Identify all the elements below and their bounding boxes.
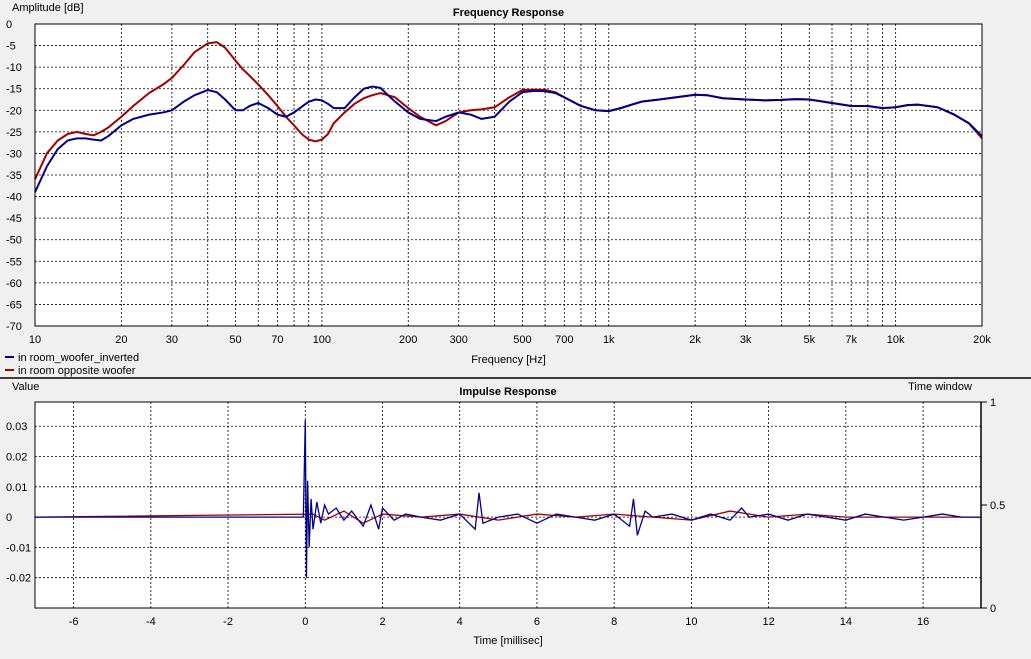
time-window-tick-label: 0: [990, 603, 996, 615]
frequency-xtick-label: 10: [29, 334, 41, 346]
impulse-xtick-label: 4: [457, 616, 463, 628]
frequency-xtick-label: 20: [115, 334, 127, 346]
impulse-ytick-label: 0.01: [6, 482, 27, 494]
frequency-response-chart: 0 -5 -10 -15 -20 -25 -30 -35 -40 -45 -50 -55 -60 -65 -…: [5, 2, 991, 377]
frequency-ytick-label: -35: [6, 170, 22, 182]
frequency-ytick-label: -65: [6, 299, 22, 311]
frequency-plot-border: [34, 23, 983, 327]
frequency-xtick-label: 7k: [845, 334, 857, 346]
impulse-ytick-label: 0: [6, 512, 12, 524]
impulse-xtick-label: 10: [685, 616, 697, 628]
frequency-xtick-label: 3k: [740, 334, 752, 346]
frequency-ytick-label: -45: [6, 213, 22, 225]
time-window-axis: Time window 1 0.5 0: [908, 381, 1005, 615]
frequency-grid: [35, 24, 982, 326]
frequency-ytick-label: 0: [6, 19, 12, 31]
impulse-title: Impulse Response: [459, 386, 556, 398]
frequency-ytick-label: -10: [6, 62, 22, 74]
frequency-ytick-label: -5: [6, 41, 16, 53]
frequency-xlabel: Frequency [Hz]: [471, 354, 546, 366]
impulse-response-chart: 0.030.020.010-0.01-0.02-6 -4 -2 0 2 4 6 8 10 12 14…: [6, 381, 1005, 647]
frequency-ytick-label: -20: [6, 105, 22, 117]
frequency-title: Frequency Response: [453, 7, 564, 19]
frequency-ytick-label: -60: [6, 278, 22, 290]
impulse-xtick-label: -2: [223, 616, 233, 628]
impulse-xtick-label: 12: [763, 616, 775, 628]
impulse-xtick-label: 8: [611, 616, 617, 628]
frequency-xtick-label: 1k: [603, 334, 615, 346]
frequency-ytick-label: -30: [6, 148, 22, 160]
time-window-tick-label: 0.5: [990, 500, 1005, 512]
impulse-xtick-label: 0: [302, 616, 308, 628]
impulse-xtick-label: 14: [840, 616, 852, 628]
frequency-xtick-label: 10k: [887, 334, 905, 346]
impulse-xtick-label: 2: [379, 616, 385, 628]
frequency-xtick-label: 70: [271, 334, 283, 346]
impulse-ytick-label: -0.02: [6, 573, 31, 585]
frequency-xtick-label: 2k: [689, 334, 701, 346]
impulse-xtick-label: 16: [917, 616, 929, 628]
frequency-xtick-label: 20k: [973, 334, 991, 346]
frequency-ytick-label: -25: [6, 127, 22, 139]
frequency-xtick-label: 700: [555, 334, 573, 346]
legend-label: in room_woofer_inverted: [18, 352, 139, 364]
frequency-ytick-label: -70: [6, 321, 22, 333]
frequency-xtick-label: 30: [166, 334, 178, 346]
impulse-xtick-label: 6: [534, 616, 540, 628]
frequency-xtick-label: 300: [450, 334, 468, 346]
time-window-label: Time window: [908, 381, 972, 393]
frequency-ylabel: Amplitude [dB]: [12, 2, 84, 14]
legend-label: in room opposite woofer: [18, 365, 136, 377]
impulse-ytick-label: 0.03: [6, 421, 27, 433]
frequency-ytick-label: -40: [6, 192, 22, 204]
plot-area-impulse: [35, 402, 981, 608]
frequency-ytick-label: -55: [6, 256, 22, 268]
impulse-ytick-label: 0.02: [6, 452, 27, 464]
frequency-xtick-label: 500: [513, 334, 531, 346]
impulse-series-line: [35, 420, 981, 578]
impulse-xtick-label: -6: [69, 616, 79, 628]
impulse-ylabel: Value: [12, 381, 39, 393]
frequency-ytick-label: -15: [6, 84, 22, 96]
frequency-xtick-label: 100: [313, 334, 331, 346]
frequency-xtick-label: 50: [229, 334, 241, 346]
impulse-ytick-label: -0.01: [6, 542, 31, 554]
frequency-ytick-label: -50: [6, 235, 22, 247]
frequency-xtick-label: 200: [399, 334, 417, 346]
frequency-xtick-label: 5k: [803, 334, 815, 346]
impulse-xtick-label: -4: [146, 616, 156, 628]
impulse-xlabel: Time [millisec]: [473, 635, 542, 647]
time-window-tick-label: 1: [990, 397, 996, 409]
frequency-series-line: [34, 85, 983, 193]
